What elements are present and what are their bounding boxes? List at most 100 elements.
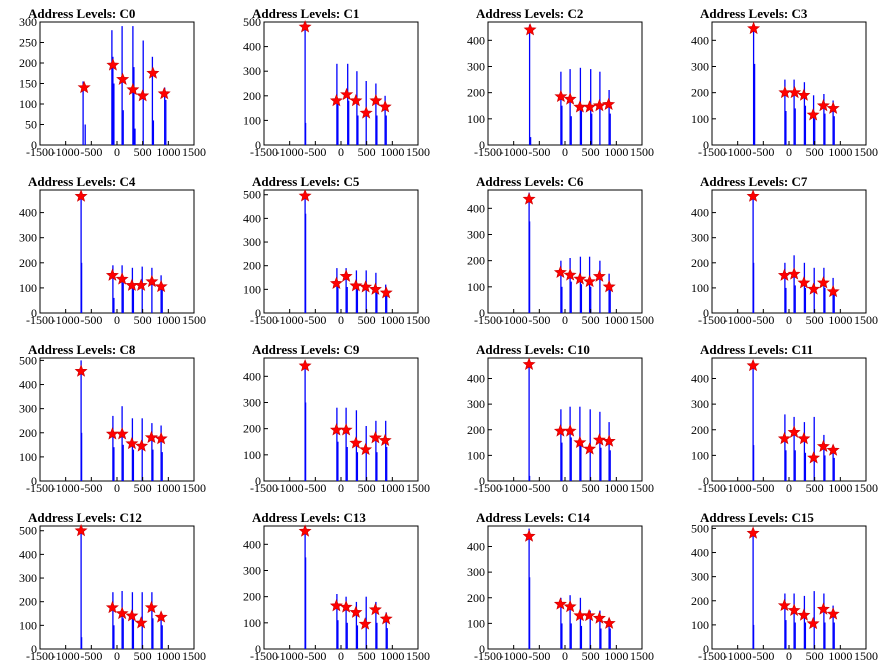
x-tick-label: 1500 — [406, 313, 430, 327]
y-tick-label: 300 — [19, 402, 37, 416]
y-tick-label: 400 — [691, 206, 709, 220]
peak-marker — [134, 616, 148, 629]
plot-frame — [39, 525, 195, 650]
x-tick-label: -500 — [304, 145, 326, 159]
peak-marker — [115, 606, 129, 620]
y-tick-label: 400 — [243, 369, 261, 383]
y-tick-label: 0 — [31, 306, 37, 320]
plot-frame — [39, 357, 195, 482]
x-tick-label: 500 — [806, 145, 824, 159]
y-tick-label: 300 — [691, 397, 709, 411]
y-tick-label: 100 — [243, 282, 261, 296]
peak-marker — [826, 284, 840, 298]
x-tick-label: -1000 — [500, 145, 528, 159]
x-tick-label: 1000 — [156, 649, 180, 663]
peak-marker — [554, 89, 568, 103]
x-tick-label: 1000 — [828, 145, 852, 159]
x-tick-label: 500 — [806, 649, 824, 663]
y-tick-label: 400 — [691, 372, 709, 386]
panel-title: Address Levels: C11 — [700, 342, 813, 357]
x-tick-label: 0 — [786, 481, 792, 495]
panel-c12: Address Levels: C12 0 100 200 300 400 500 -1500… — [19, 510, 206, 663]
y-tick-label: 400 — [243, 537, 261, 551]
x-tick-label: -1000 — [500, 313, 528, 327]
x-tick-label: -500 — [304, 649, 326, 663]
peak-marker — [746, 526, 760, 539]
x-tick-label: -1500 — [698, 649, 726, 663]
x-tick-label: 0 — [114, 145, 120, 159]
x-tick-label: -500 — [80, 145, 102, 159]
x-tick-label: 0 — [114, 481, 120, 495]
y-tick-label: 400 — [467, 372, 485, 386]
peak-marker — [592, 611, 606, 624]
peak-marker — [807, 451, 821, 464]
x-tick-label: 1500 — [182, 313, 206, 327]
y-tick-label: 100 — [467, 448, 485, 462]
x-tick-label: 0 — [338, 649, 344, 663]
x-tick-label: 500 — [134, 313, 152, 327]
x-tick-label: 500 — [582, 481, 600, 495]
x-tick-label: 500 — [134, 145, 152, 159]
x-tick-label: -1000 — [500, 649, 528, 663]
y-tick-label: 300 — [691, 59, 709, 73]
y-tick-label: 400 — [691, 33, 709, 47]
peak-marker — [826, 443, 840, 456]
peak-marker — [797, 431, 811, 445]
panel-title: Address Levels: C13 — [252, 510, 366, 525]
x-tick-label: -1500 — [250, 313, 278, 327]
panel-c3: Address Levels: C3 0 100 200 300 400 -1500-100… — [691, 6, 878, 159]
x-tick-label: -1000 — [724, 145, 752, 159]
x-tick-label: -1500 — [250, 145, 278, 159]
peak-marker — [298, 20, 312, 33]
peak-marker — [582, 608, 596, 622]
panel-title: Address Levels: C8 — [28, 342, 136, 357]
y-tick-label: 0 — [31, 474, 37, 488]
peak-marker — [349, 93, 363, 107]
peak-marker — [563, 268, 577, 281]
x-tick-label: 1000 — [828, 481, 852, 495]
x-tick-label: 0 — [114, 649, 120, 663]
y-tick-label: 300 — [243, 563, 261, 577]
y-tick-label: 200 — [19, 256, 37, 270]
x-tick-label: 1000 — [156, 313, 180, 327]
peak-marker — [359, 442, 373, 456]
peak-marker — [746, 358, 760, 372]
peak-marker — [144, 600, 158, 614]
x-tick-label: -1000 — [52, 649, 80, 663]
peak-marker — [797, 276, 811, 289]
peak-marker — [115, 272, 129, 285]
x-tick-label: 500 — [358, 313, 376, 327]
x-tick-label: 500 — [358, 481, 376, 495]
y-tick-label: 0 — [479, 138, 485, 152]
y-tick-label: 0 — [703, 474, 709, 488]
y-tick-label: 0 — [255, 138, 261, 152]
peak-marker — [563, 424, 577, 437]
x-tick-label: -500 — [752, 145, 774, 159]
peak-marker — [379, 612, 393, 625]
y-tick-label: 200 — [467, 591, 485, 605]
y-tick-label: 150 — [19, 77, 37, 91]
peak-marker — [340, 87, 354, 101]
panel-title: Address Levels: C15 — [700, 510, 814, 525]
peak-marker — [602, 279, 616, 293]
y-tick-label: 100 — [19, 281, 37, 295]
x-tick-label: 500 — [134, 481, 152, 495]
peak-marker — [592, 269, 606, 282]
y-tick-label: 400 — [19, 547, 37, 561]
peak-marker — [125, 436, 139, 450]
peak-marker — [523, 23, 537, 36]
x-tick-label: 1000 — [380, 649, 404, 663]
peak-marker — [115, 427, 129, 440]
panel-c6: Address Levels: C6 0 100 200 300 400 -1500-100… — [467, 174, 654, 327]
x-tick-label: 1000 — [604, 313, 628, 327]
peak-marker — [378, 433, 392, 446]
peak-marker — [298, 359, 312, 372]
plot-frame — [263, 357, 419, 482]
peak-marker — [329, 598, 343, 612]
x-tick-label: -500 — [80, 313, 102, 327]
peak-marker — [788, 85, 802, 99]
x-tick-label: 1000 — [604, 649, 628, 663]
x-tick-label: 1500 — [182, 145, 206, 159]
y-tick-label: 300 — [19, 15, 37, 29]
x-tick-label: 1000 — [828, 649, 852, 663]
